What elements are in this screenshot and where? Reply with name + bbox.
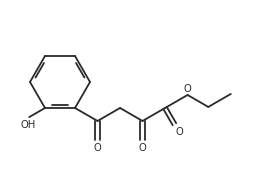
Text: O: O [176, 127, 183, 137]
Text: O: O [139, 143, 146, 153]
Text: O: O [184, 84, 192, 94]
Text: OH: OH [21, 120, 36, 130]
Text: O: O [94, 143, 101, 153]
